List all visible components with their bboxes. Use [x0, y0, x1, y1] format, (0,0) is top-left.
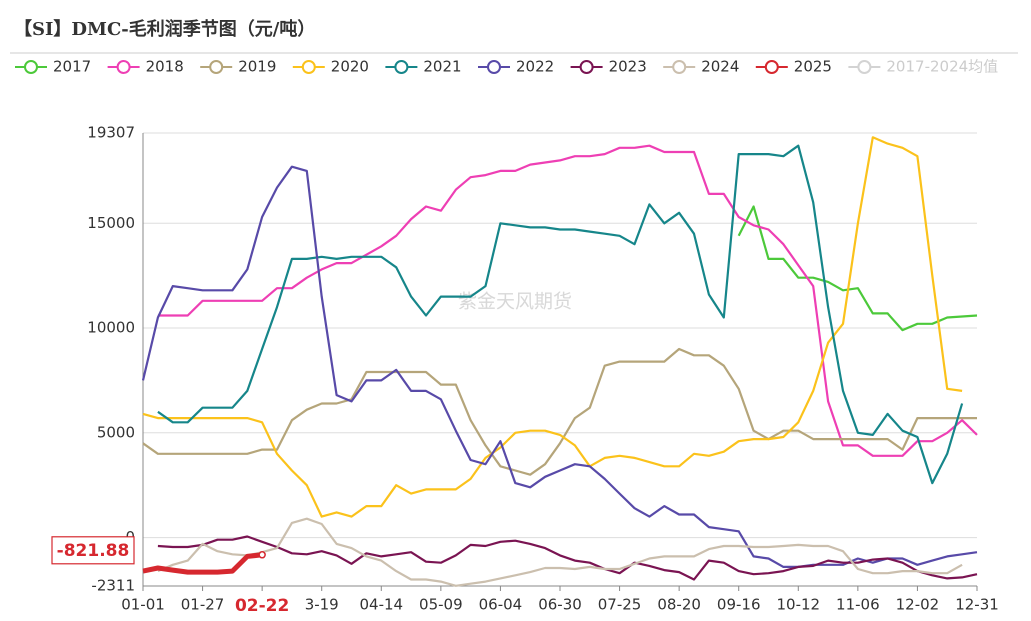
legend-item[interactable]: 2023 — [570, 58, 647, 76]
y-tick-label: 19307 — [87, 124, 135, 142]
value-label-box — [51, 536, 135, 565]
y-tick-label: 5000 — [97, 423, 135, 441]
legend-label: 2025 — [794, 58, 832, 76]
end-marker — [258, 551, 266, 559]
legend-marker — [487, 60, 501, 74]
y-tick-label: -2311 — [91, 577, 135, 595]
x-tick-label: 06-30 — [538, 596, 582, 614]
watermark: 紫金天风期货 — [458, 291, 572, 313]
x-tick-label: 07-25 — [598, 596, 642, 614]
legend-item[interactable]: 2018 — [107, 58, 184, 76]
legend-marker — [301, 60, 316, 74]
x-highlight-label: 02-22 — [235, 596, 289, 616]
x-tick-label: 12-02 — [896, 596, 940, 614]
legend-item[interactable]: 2021 — [385, 58, 462, 76]
legend-label: 2019 — [238, 58, 276, 76]
legend-marker — [764, 60, 779, 74]
legend-item[interactable]: 2017 — [15, 58, 91, 76]
series-line — [142, 347, 977, 476]
series-line — [142, 136, 963, 518]
series-line — [157, 517, 963, 587]
y-tick-label: 15000 — [87, 214, 135, 232]
legend-label: 2022 — [516, 58, 554, 76]
legend-item[interactable]: 2024 — [663, 58, 739, 76]
x-tick-label: 04-14 — [359, 596, 403, 614]
legend-marker — [857, 60, 872, 74]
legend-item[interactable]: 2019 — [200, 58, 276, 76]
x-tick-label: 05-09 — [419, 596, 463, 614]
x-tick-label: 3-19 — [305, 596, 339, 614]
x-tick-label: 09-16 — [717, 596, 761, 614]
x-tick-label: 01-27 — [181, 596, 225, 614]
legend-marker — [672, 60, 687, 74]
x-tick-label: 12-31 — [955, 596, 999, 614]
series-line — [157, 535, 978, 581]
legend-label: 2018 — [146, 58, 184, 76]
legend-item[interactable]: 2025 — [755, 58, 832, 76]
legend-marker — [116, 60, 131, 74]
highlight-box — [228, 594, 297, 618]
legend-label: 2021 — [423, 58, 461, 76]
x-tick-label: 01-01 — [121, 596, 165, 614]
y-tick-label: 10000 — [87, 319, 135, 337]
legend-marker — [24, 60, 38, 74]
value-label: -821.88 — [57, 541, 130, 561]
x-tick-label: 08-20 — [657, 596, 701, 614]
legend-label: 2017-2024均值 — [886, 58, 998, 76]
legend-item[interactable]: 2020 — [292, 58, 369, 76]
series-line — [157, 144, 964, 485]
legend-label: 2017 — [53, 58, 91, 76]
legend-marker — [394, 60, 409, 74]
x-tick-label: 11-06 — [836, 596, 880, 614]
legend-label: 2020 — [331, 58, 369, 76]
x-tick-label: 06-04 — [479, 596, 523, 614]
legend-marker — [579, 60, 594, 74]
chart-title: 【SI】DMC-毛利润季节图（元/吨） — [14, 18, 315, 40]
legend-item[interactable]: 2017-2024均值 — [848, 58, 998, 76]
series-line — [142, 552, 263, 575]
legend-label: 2024 — [701, 58, 739, 76]
series-line — [141, 165, 978, 568]
legend-marker — [209, 60, 224, 74]
legend-label: 2023 — [609, 58, 647, 76]
x-tick-label: 10-12 — [776, 596, 820, 614]
legend-item[interactable]: 2022 — [478, 58, 554, 76]
